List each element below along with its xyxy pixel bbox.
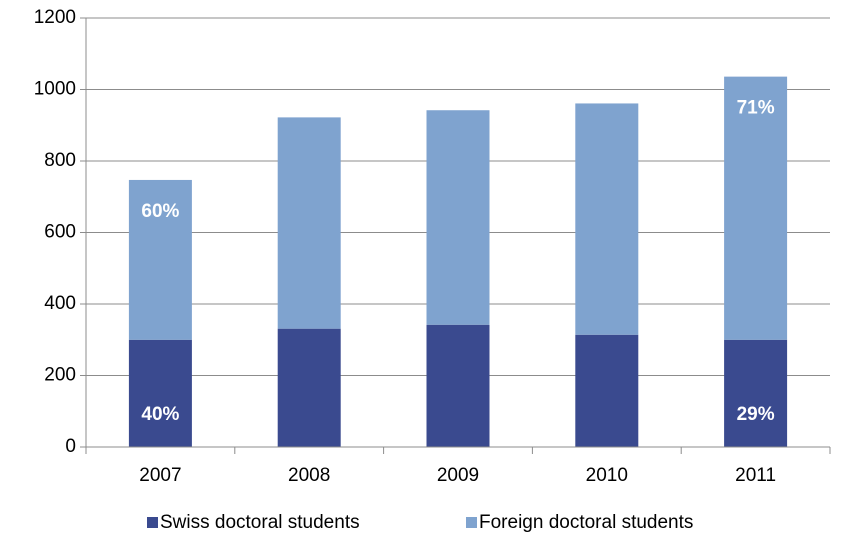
legend-label: Swiss doctoral students xyxy=(160,512,360,533)
x-tick-label: 2011 xyxy=(735,465,776,486)
legend-label: Foreign doctoral students xyxy=(479,512,693,533)
percent-label: 60% xyxy=(141,201,179,222)
y-tick-label: 800 xyxy=(44,150,76,171)
x-tick-label: 2009 xyxy=(437,465,479,486)
y-tick-label: 600 xyxy=(44,222,76,243)
bar-segment xyxy=(277,328,341,447)
y-tick-label: 0 xyxy=(65,436,76,457)
bar-segment xyxy=(128,339,192,447)
x-tick-label: 2007 xyxy=(139,465,181,486)
percent-label: 71% xyxy=(737,98,775,119)
bar-segment xyxy=(128,179,192,340)
percent-label: 40% xyxy=(141,404,179,425)
x-tick-label: 2008 xyxy=(288,465,330,486)
y-tick-label: 1200 xyxy=(34,7,76,28)
y-tick-label: 200 xyxy=(44,365,76,386)
x-tick-label: 2010 xyxy=(586,465,628,486)
bar-segment xyxy=(426,110,490,325)
legend-swatch xyxy=(466,517,477,528)
bar-segment xyxy=(426,324,490,447)
bar-segment xyxy=(277,117,341,329)
bar-segment xyxy=(724,339,788,447)
bar-segment xyxy=(575,334,639,447)
bar-segment xyxy=(724,76,788,340)
legend-swatch xyxy=(147,517,158,528)
y-tick-label: 400 xyxy=(44,293,76,314)
bar-segment xyxy=(575,103,639,335)
y-tick-label: 1000 xyxy=(34,79,76,100)
percent-label: 29% xyxy=(737,404,775,425)
